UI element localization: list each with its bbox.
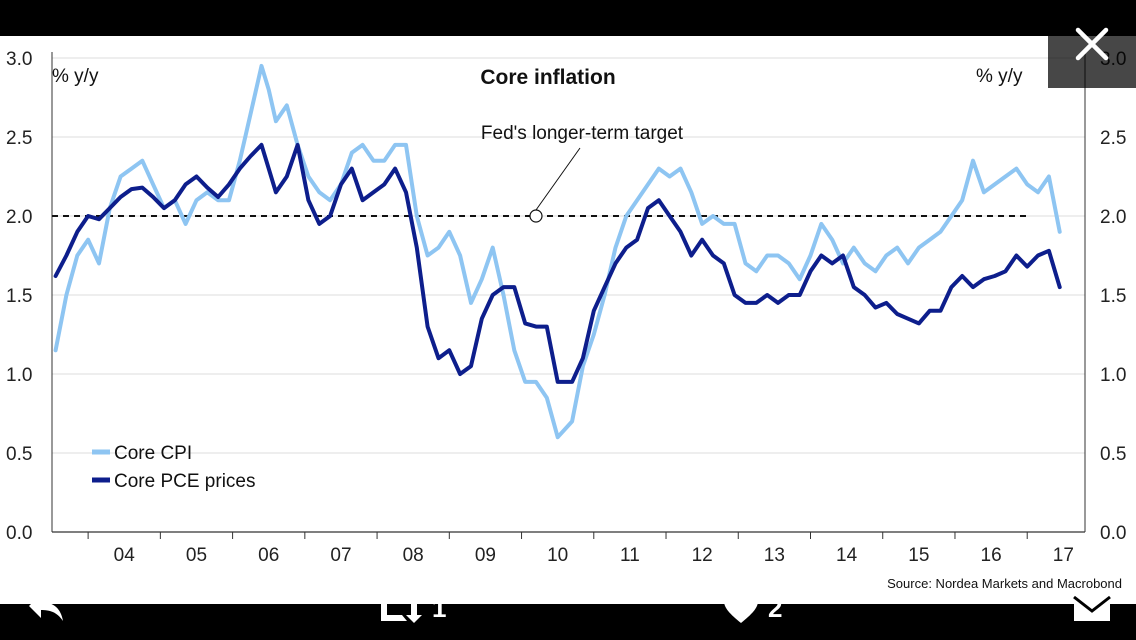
legend-entry: Core PCE prices [114,471,256,492]
chart-card: 0.00.00.50.51.01.01.51.52.02.02.52.53.03… [0,36,1136,604]
annotation-pointer [535,147,581,211]
y-tick-label-left: 1.0 [6,365,32,386]
y-axis-label-right: % y/y [976,66,1023,87]
x-tick-label: 09 [475,545,496,566]
like-button[interactable]: 2 [722,584,782,632]
y-tick-label-left: 3.0 [6,49,32,70]
y-tick-label-right: 0.5 [1100,444,1126,465]
x-tick-label: 16 [981,545,1002,566]
like-count: 2 [768,592,783,623]
x-tick-label: 17 [1053,545,1074,566]
y-tick-label-left: 2.5 [6,128,32,149]
y-tick-label-right: 2.5 [1100,128,1126,149]
close-button[interactable] [1048,0,1136,88]
y-tick-label-right: 1.5 [1100,286,1126,307]
source-note: Source: Nordea Markets and Macrobond [887,576,1122,591]
reply-button[interactable] [26,584,66,632]
series-line-core-pce [53,142,1062,384]
x-tick-label: 11 [620,545,640,566]
y-tick-label-right: 0.0 [1100,523,1126,544]
y-tick-label-right: 1.0 [1100,365,1126,386]
x-tick-label: 10 [547,545,568,566]
y-tick-label-left: 0.0 [6,523,32,544]
x-tick-label: 14 [836,545,858,566]
x-tick-label: 06 [258,545,279,566]
x-tick-label: 13 [764,545,785,566]
chart-title: Core inflation [480,66,615,89]
core-inflation-chart: 0.00.00.50.51.01.01.51.52.02.02.52.53.03… [6,49,1126,591]
direct-message-button[interactable] [1072,584,1112,632]
x-tick-label: 05 [186,545,207,566]
reply-icon [29,594,63,621]
close-icon [1075,27,1109,61]
x-tick-label: 07 [330,545,351,566]
retweet-count: 1 [432,592,447,623]
series-line-core-cpi [53,63,1062,440]
x-tick-label: 08 [403,545,424,566]
annotation-marker [529,209,543,223]
legend-entry: Core CPI [114,443,192,464]
heart-icon [724,593,758,623]
y-tick-label-left: 2.0 [6,207,32,228]
tweet-action-bar: 1 2 [0,584,1136,640]
y-tick-label-left: 1.5 [6,286,32,307]
annotation-label: Fed's longer-term target [481,123,684,144]
retweet-button[interactable]: 1 [374,584,446,632]
x-tick-label: 12 [692,545,713,566]
y-axis-label-left: % y/y [52,66,99,87]
retweet-icon [376,593,422,623]
envelope-icon [1073,595,1111,621]
y-tick-label-left: 0.5 [6,444,32,465]
y-tick-label-right: 2.0 [1100,207,1126,228]
x-tick-label: 15 [908,545,929,566]
x-tick-label: 04 [114,545,136,566]
